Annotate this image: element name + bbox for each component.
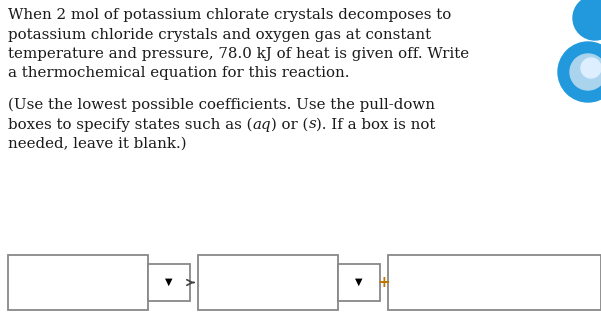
Bar bbox=[8, 255, 148, 310]
Bar bbox=[148, 264, 190, 301]
Circle shape bbox=[558, 42, 601, 102]
Circle shape bbox=[573, 0, 601, 40]
Bar bbox=[338, 264, 380, 301]
Circle shape bbox=[581, 58, 601, 78]
Text: ▼: ▼ bbox=[165, 277, 172, 287]
Text: (Use the lowest possible coefficients. Use the pull-down: (Use the lowest possible coefficients. U… bbox=[8, 98, 435, 112]
Text: When 2 mol of potassium chlorate crystals decomposes to: When 2 mol of potassium chlorate crystal… bbox=[8, 8, 451, 22]
Text: aq: aq bbox=[252, 118, 271, 132]
Text: boxes to specify states such as (: boxes to specify states such as ( bbox=[8, 118, 252, 132]
Text: potassium chloride crystals and oxygen gas at constant: potassium chloride crystals and oxygen g… bbox=[8, 27, 431, 41]
Text: ). If a box is not: ). If a box is not bbox=[316, 118, 436, 132]
Circle shape bbox=[570, 54, 601, 90]
Text: ) or (: ) or ( bbox=[271, 118, 308, 132]
Text: s: s bbox=[308, 118, 316, 132]
Text: ▼: ▼ bbox=[355, 277, 363, 287]
Bar bbox=[388, 255, 601, 310]
Text: a thermochemical equation for this reaction.: a thermochemical equation for this react… bbox=[8, 66, 350, 80]
Text: +: + bbox=[377, 275, 391, 290]
Bar bbox=[198, 255, 338, 310]
Text: temperature and pressure, 78.0 kJ of heat is given off. Write: temperature and pressure, 78.0 kJ of hea… bbox=[8, 47, 469, 61]
Text: needed, leave it blank.): needed, leave it blank.) bbox=[8, 137, 186, 151]
